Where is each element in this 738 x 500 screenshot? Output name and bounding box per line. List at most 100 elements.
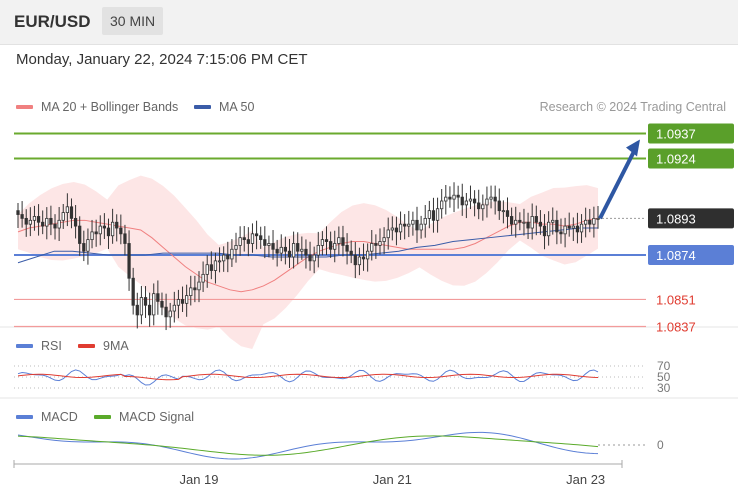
candle: [456, 194, 460, 198]
candle: [526, 221, 530, 229]
candle: [267, 243, 271, 246]
candle: [98, 225, 102, 235]
candle: [448, 196, 452, 200]
candle: [41, 221, 45, 227]
candle: [530, 216, 534, 229]
candle: [139, 297, 144, 316]
candle: [263, 239, 267, 246]
timeframe-button[interactable]: 30 MIN: [102, 7, 164, 35]
candle: [460, 196, 464, 206]
candle: [370, 243, 374, 252]
candle: [164, 306, 168, 318]
forecast-arrow-head: [626, 139, 640, 157]
candle: [172, 304, 176, 312]
candle: [464, 200, 468, 206]
candle: [65, 206, 69, 213]
candle: [345, 245, 349, 252]
candle: [477, 202, 481, 210]
legend-swatch-macd: [16, 415, 33, 419]
candle: [390, 227, 394, 231]
candle: [73, 217, 78, 227]
level-label-box: [648, 123, 734, 144]
level-label-box: [648, 208, 734, 229]
candle: [148, 304, 152, 316]
candle: [588, 219, 592, 225]
candle: [563, 225, 567, 235]
candle: [328, 241, 333, 250]
candle: [283, 246, 288, 252]
candle: [189, 287, 193, 297]
candle: [131, 277, 135, 306]
symbol-label: EUR/USD: [14, 12, 91, 31]
legend-rsi: RSI: [16, 339, 62, 353]
candle: [403, 223, 407, 227]
candle: [509, 216, 514, 225]
candle: [110, 221, 115, 237]
candle: [489, 196, 493, 200]
candle: [592, 217, 596, 225]
candle: [571, 225, 575, 229]
candle: [291, 243, 296, 258]
candle: [24, 217, 28, 225]
candle: [431, 210, 436, 221]
candle: [176, 299, 181, 306]
level-label-box: [648, 245, 734, 266]
rsi-9ma-line: [17, 373, 599, 381]
candle: [551, 219, 555, 223]
candle: [123, 233, 127, 244]
candle: [468, 198, 473, 202]
candle: [407, 223, 411, 227]
x-axis-label: Jan 19: [179, 472, 218, 487]
legend-swatch-ma20: [16, 105, 33, 109]
ma50-line: [17, 227, 598, 264]
candle: [555, 219, 559, 233]
legend-label-ma50: MA 50: [219, 100, 255, 114]
legend-label-rsi: RSI: [41, 339, 62, 353]
candle: [201, 273, 205, 283]
chart-header: EUR/USD 30 MIN: [0, 0, 738, 45]
candle: [36, 216, 41, 223]
x-axis-label: Jan 21: [373, 472, 412, 487]
candle: [394, 227, 399, 233]
candle: [28, 219, 32, 225]
candle: [304, 248, 308, 256]
legend-label-macd-signal: MACD Signal: [119, 410, 195, 424]
candle: [333, 243, 337, 250]
candle: [349, 250, 353, 256]
level-value-label: 1.0937: [656, 126, 696, 141]
candle: [300, 248, 304, 252]
candle: [514, 219, 518, 225]
candle: [230, 248, 234, 260]
macd-tick-label: 0: [657, 438, 664, 452]
candle: [90, 231, 94, 241]
candle: [209, 264, 213, 271]
candle: [254, 233, 259, 237]
candle: [481, 204, 485, 210]
candle: [444, 196, 448, 202]
candle: [596, 217, 600, 220]
candle: [415, 219, 419, 231]
forecast-arrow: [598, 148, 637, 220]
legend-swatch-macd-signal: [94, 415, 111, 419]
candle: [106, 227, 111, 237]
candle: [538, 221, 543, 227]
legend-rsi-9ma: 9MA: [78, 339, 129, 353]
candle: [143, 297, 148, 306]
legend-swatch-ma50: [194, 105, 211, 109]
level-label-box: [648, 148, 734, 169]
candle: [69, 206, 74, 219]
level-value-label: 1.0874: [656, 248, 696, 263]
candle: [411, 219, 415, 225]
candle: [226, 254, 230, 260]
candle: [94, 231, 98, 235]
candle: [160, 300, 164, 308]
legend-label-9ma: 9MA: [103, 339, 129, 353]
candle: [217, 260, 222, 263]
candle: [316, 245, 320, 256]
candle: [185, 295, 189, 304]
candle: [45, 217, 49, 227]
candle: [542, 225, 547, 237]
candle: [156, 293, 160, 302]
candle: [547, 221, 551, 237]
